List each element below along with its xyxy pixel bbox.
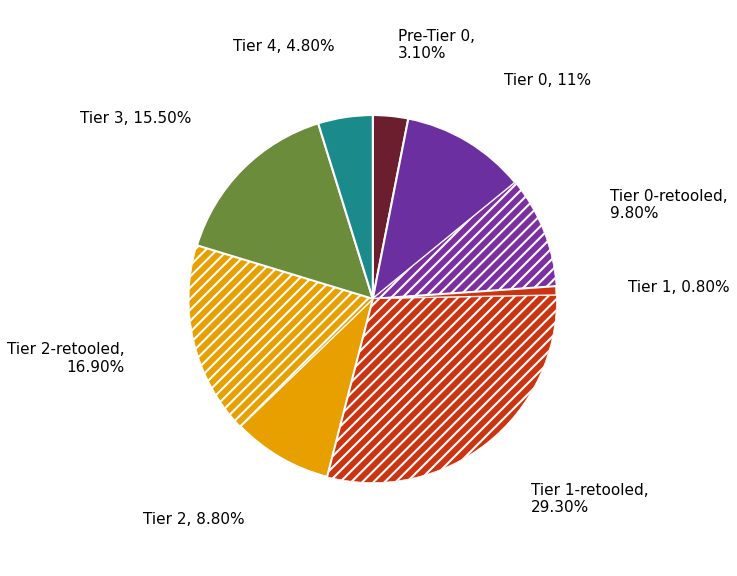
Wedge shape [240,299,373,477]
Text: Tier 1, 0.80%: Tier 1, 0.80% [628,280,730,295]
Wedge shape [327,295,556,483]
Wedge shape [318,115,373,299]
Text: Tier 1-retooled,
29.30%: Tier 1-retooled, 29.30% [531,483,649,515]
Wedge shape [373,115,408,299]
Wedge shape [197,123,373,299]
Text: Tier 0, 11%: Tier 0, 11% [504,73,591,88]
Text: Tier 2-retooled,
16.90%: Tier 2-retooled, 16.90% [7,342,125,374]
Wedge shape [373,119,515,299]
Text: Tier 4, 4.80%: Tier 4, 4.80% [233,39,335,54]
Wedge shape [189,245,373,426]
Text: Tier 0-retooled,
9.80%: Tier 0-retooled, 9.80% [610,189,727,221]
Wedge shape [373,183,556,299]
Text: Pre-Tier 0,
3.10%: Pre-Tier 0, 3.10% [397,29,475,61]
Wedge shape [373,286,556,299]
Text: Tier 2, 8.80%: Tier 2, 8.80% [143,511,244,526]
Text: Tier 3, 15.50%: Tier 3, 15.50% [80,112,192,127]
